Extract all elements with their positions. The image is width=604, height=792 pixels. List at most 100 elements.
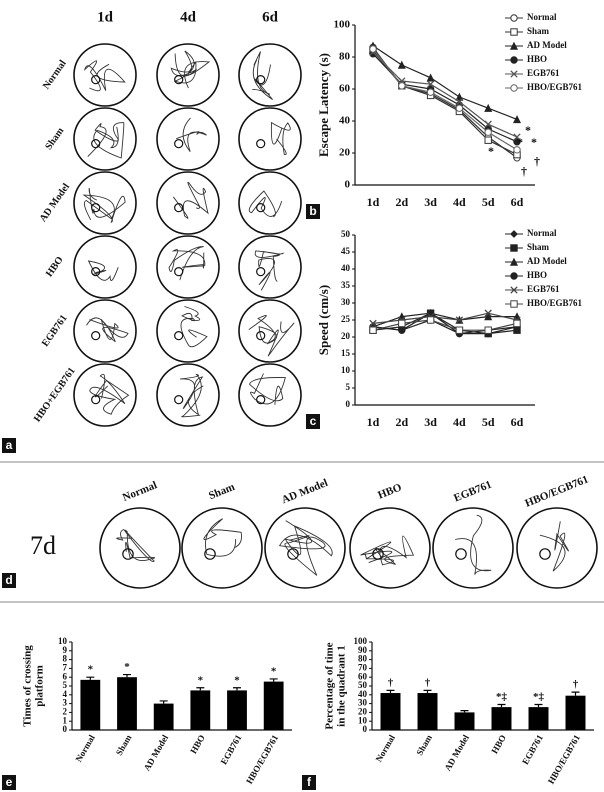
marker: [369, 45, 377, 53]
legend-label: AD Model: [527, 40, 567, 50]
marker: [398, 326, 406, 334]
pool: [238, 299, 302, 363]
pool: [238, 107, 302, 171]
y-tick-label: 80: [339, 51, 351, 63]
panel-letter: d: [5, 573, 12, 587]
error-bar: [269, 678, 278, 682]
swim-path: [172, 181, 209, 219]
annotation: *‡: [533, 691, 545, 703]
y-tick-label: 1: [63, 715, 68, 725]
panel-letter: b: [309, 204, 316, 218]
y-axis-label: Escape Latency (s): [316, 53, 331, 157]
marker: [484, 136, 492, 144]
x-tick-label: 3d: [424, 415, 437, 429]
y-tick-label: 3: [63, 698, 68, 708]
x-tick-label: 6d: [511, 415, 524, 429]
x-tick-label: 2d: [395, 195, 408, 209]
platform: [91, 139, 101, 149]
pool: [181, 507, 263, 589]
bar: [454, 712, 475, 730]
marker: [398, 82, 406, 90]
platform: [256, 395, 266, 405]
annotation: *: [271, 665, 277, 677]
marker: [512, 115, 522, 124]
error-bar: [86, 676, 95, 680]
marker: [398, 319, 406, 328]
bar: [491, 707, 512, 730]
pool: [73, 299, 137, 363]
bar: [153, 703, 174, 730]
swim-path: [254, 250, 285, 291]
platform: [122, 548, 134, 560]
y-tick-label: 30: [341, 297, 351, 307]
error-bar: [386, 689, 395, 694]
series-line: [372, 319, 518, 331]
y-tick-label: 20: [358, 706, 368, 716]
y-axis-label: Speed (cm/s): [316, 285, 331, 355]
legend-label: HBO: [527, 54, 547, 64]
y-tick-label: 15: [341, 348, 351, 358]
pool: [432, 507, 514, 589]
legend-label: HBO: [527, 270, 547, 280]
y-tick-label: 0: [345, 179, 351, 191]
series-line: [372, 45, 518, 120]
y-tick-label: 0: [346, 399, 351, 409]
marker: [484, 326, 492, 334]
y-tick-label: 10: [358, 715, 368, 725]
legend-label: Sham: [527, 242, 550, 252]
x-tick-label: 4d: [453, 415, 466, 429]
platform: [174, 75, 184, 85]
pool: [99, 507, 181, 589]
error-bar: [571, 691, 580, 696]
swim-path: [170, 50, 211, 89]
marker: [426, 73, 435, 82]
y-tick-label: 0: [63, 724, 68, 734]
panel-letter: a: [6, 438, 13, 452]
annotation: *: [525, 123, 531, 137]
error-bar: [534, 703, 543, 708]
y-axis-label: platform: [34, 665, 46, 707]
marker: [510, 286, 518, 294]
panel-letter-box: [2, 438, 16, 453]
panel-letter: e: [6, 775, 13, 789]
marker: [510, 230, 518, 238]
pool: [73, 363, 137, 427]
swim-path: [168, 246, 206, 281]
swim-path: [248, 373, 286, 405]
marker: [513, 138, 521, 146]
marker: [484, 120, 492, 128]
error-bar: [423, 689, 432, 694]
y-tick-label: 20: [339, 147, 351, 159]
series-line: [372, 319, 518, 335]
y-tick-label: 5: [63, 680, 68, 690]
platform: [256, 267, 266, 277]
swim-path: [86, 317, 129, 343]
pool: [238, 363, 302, 427]
y-tick-label: 9: [63, 645, 68, 655]
y-tick-label: 70: [358, 662, 368, 672]
annotation: †: [425, 677, 431, 689]
series-line: [372, 48, 518, 151]
error-bar: [460, 710, 469, 713]
pool: [156, 235, 220, 299]
platform: [91, 395, 101, 405]
platform: [455, 548, 467, 560]
marker: [510, 28, 518, 36]
platform: [256, 331, 266, 341]
platform: [256, 203, 266, 213]
legend-label: EGB761: [527, 284, 560, 294]
y-axis-label: Times of crossing: [22, 645, 34, 727]
marker: [455, 326, 464, 334]
marker: [369, 319, 377, 328]
annotation: *: [234, 674, 240, 686]
pool: [238, 235, 302, 299]
legend-label: EGB761: [527, 68, 560, 78]
error-bar: [196, 687, 205, 691]
swim-path: [89, 373, 130, 415]
pool: [73, 43, 137, 107]
column-label: 6d: [262, 9, 279, 25]
bar: [528, 707, 549, 730]
annotation: †: [573, 679, 579, 691]
panel-letter-box: [306, 204, 320, 219]
